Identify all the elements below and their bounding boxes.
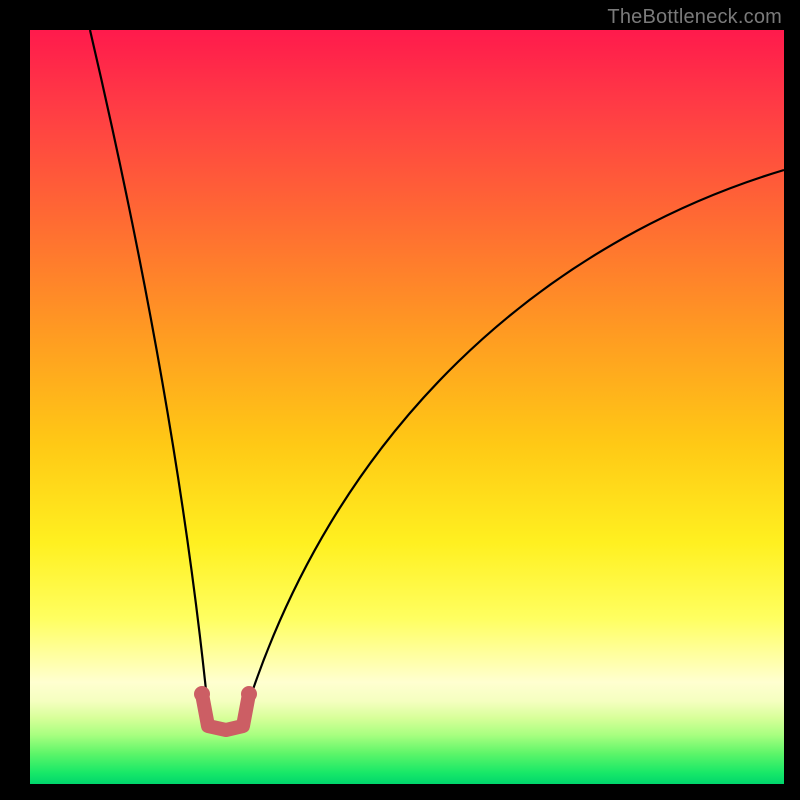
chart-plot-area (30, 30, 784, 784)
chart-svg (30, 30, 784, 784)
watermark-text: TheBottleneck.com (607, 6, 782, 29)
